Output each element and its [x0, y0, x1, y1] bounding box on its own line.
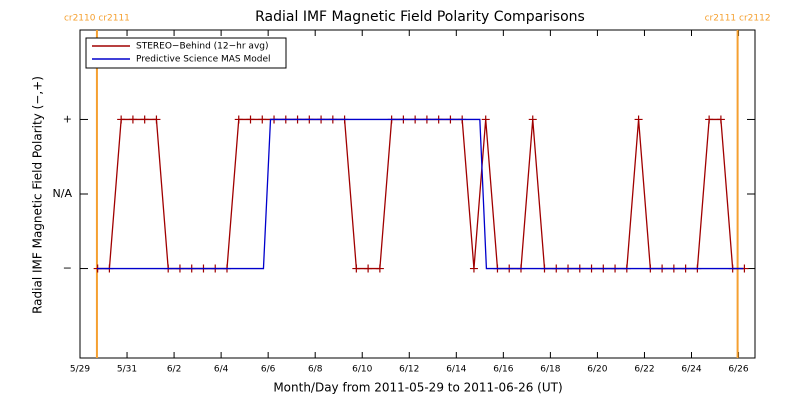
- marker: [364, 264, 373, 273]
- x-tick-label: 6/4: [214, 365, 229, 375]
- x-tick-label: 6/26: [728, 365, 748, 375]
- marker: [469, 264, 478, 273]
- marker: [152, 115, 161, 124]
- x-tick-label: 6/6: [261, 365, 276, 375]
- marker: [375, 264, 384, 273]
- y-axis-label: Radial IMF Magnetic Field Polarity (−,+): [31, 76, 45, 314]
- x-tick-label: 5/29: [70, 365, 90, 375]
- series-line: [96, 118, 744, 270]
- marker: [234, 115, 243, 124]
- marker: [716, 115, 725, 124]
- marker: [258, 115, 267, 124]
- marker: [128, 115, 137, 124]
- chart-title: Radial IMF Magnetic Field Polarity Compa…: [255, 9, 585, 25]
- x-tick-label: 6/16: [493, 365, 513, 375]
- series-line: [97, 118, 745, 270]
- marker: [634, 115, 643, 124]
- x-tick-label: 6/22: [634, 365, 654, 375]
- legend-label: STEREO−Behind (12−hr avg): [136, 42, 269, 52]
- marker: [528, 115, 537, 124]
- x-tick-label: 6/8: [308, 365, 323, 375]
- annotation: cr2111 cr2112: [705, 14, 771, 24]
- marker: [481, 115, 490, 124]
- plot-frame: [79, 29, 756, 359]
- x-tick-label: 6/24: [681, 365, 701, 375]
- annotation: cr2110 cr2111: [64, 14, 130, 24]
- x-tick-label: 6/2: [167, 365, 181, 375]
- x-tick-label: 5/31: [117, 365, 137, 375]
- x-tick-label: 6/14: [446, 365, 466, 375]
- legend-label: Predictive Science MAS Model: [136, 55, 271, 65]
- y-tick-label: N/A: [53, 187, 73, 200]
- marker: [352, 264, 361, 273]
- marker: [117, 115, 126, 124]
- legend-box: [85, 37, 287, 69]
- y-tick-label: +: [63, 112, 72, 125]
- x-tick-label: 6/18: [540, 365, 560, 375]
- x-axis-label: Month/Day from 2011-05-29 to 2011-06-26 …: [273, 381, 562, 395]
- x-tick-label: 6/20: [587, 365, 607, 375]
- x-tick-label: 6/12: [399, 365, 419, 375]
- y-tick-label: −: [63, 262, 72, 275]
- marker: [246, 115, 255, 124]
- marker: [140, 115, 149, 124]
- marker: [705, 115, 714, 124]
- x-tick-label: 6/10: [352, 365, 372, 375]
